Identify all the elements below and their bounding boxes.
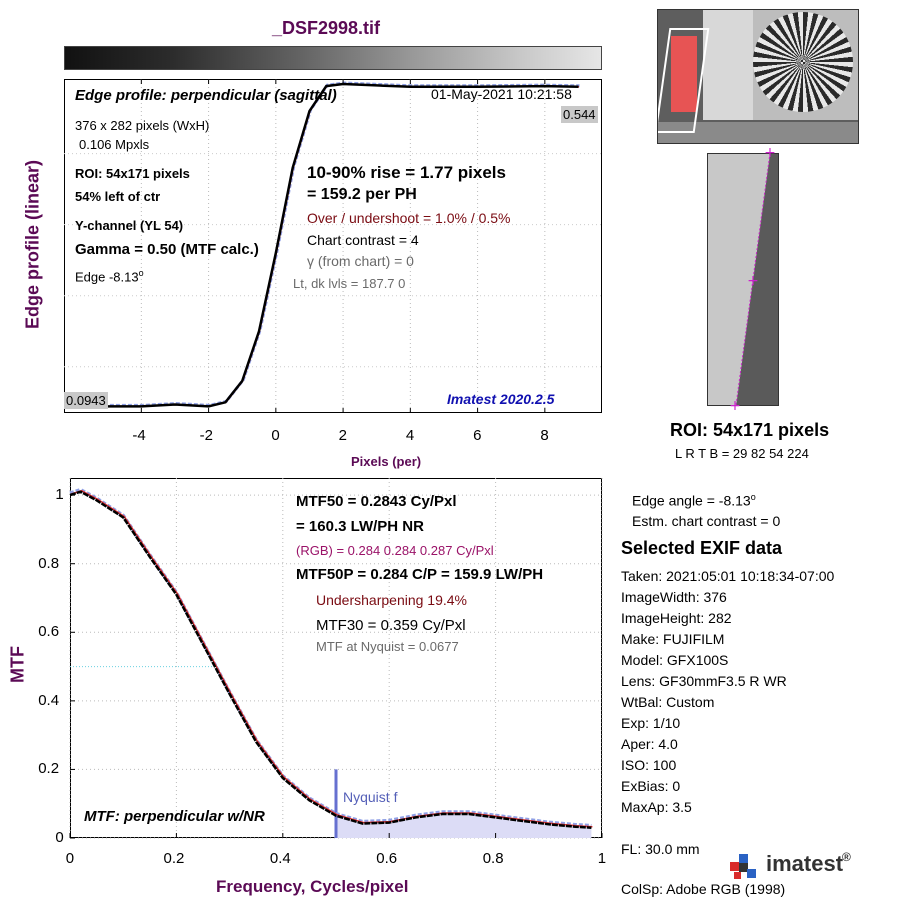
- roi-marker-mid: +: [747, 273, 759, 289]
- file-title: _DSF2998.tif: [272, 18, 381, 38]
- info-size: 376 x 282 pixels (WxH): [75, 118, 210, 133]
- undersharp-text: Undersharpening 19.4%: [316, 592, 467, 608]
- logo-text: imatest: [766, 851, 844, 876]
- per-ph-text: = 159.2 per PH: [307, 186, 417, 203]
- info-gamma: Gamma = 0.50 (MTF calc.): [75, 241, 259, 258]
- mtf-series-red: [70, 489, 593, 828]
- edge-xtick-label: -2: [199, 427, 213, 444]
- edge-xtick-label: -4: [132, 427, 146, 444]
- mtf-ytick-label: 0: [55, 829, 64, 846]
- mtf-xtick-label: 0.2: [163, 850, 185, 867]
- exif-row: WtBal: Custom: [621, 694, 715, 710]
- edge-xtick-label: 4: [405, 427, 415, 444]
- rise-text: 10-90% rise = 1.77 pixels: [307, 163, 506, 182]
- siemens-star: [753, 12, 853, 112]
- mtf-chart: [69, 478, 603, 839]
- mtf-ytick-label: 1: [55, 486, 64, 504]
- mtf50-text: MTF50 = 0.2843 Cy/Pxl: [296, 493, 457, 510]
- exif-row: ImageWidth: 376: [621, 589, 727, 605]
- mtf-series-line: [69, 490, 592, 829]
- exif-heading: Selected EXIF data: [621, 538, 783, 558]
- exif-row: Exp: 1/10: [621, 715, 681, 731]
- mtf-series-blue: [69, 487, 592, 828]
- info-roi: ROI: 54x171 pixels: [75, 166, 190, 181]
- roi-crop-image: [707, 153, 779, 406]
- edge-series-line: [90, 82, 579, 408]
- mtf-xtick-label: 1: [597, 850, 607, 867]
- edge-ylabel: Edge profile (linear): [22, 159, 43, 330]
- mtf-xtick-label: 0.6: [376, 850, 398, 867]
- rgb-text: (RGB) = 0.284 0.284 0.287 Cy/Pxl: [296, 543, 494, 558]
- roi-marker-bottom: +: [729, 398, 741, 414]
- logo-mark-icon: [730, 854, 756, 880]
- overshoot-text: Over / undershoot = 1.0% / 0.5%: [307, 210, 511, 226]
- exif-colsp: ColSp: Adobe RGB (1998): [621, 881, 786, 897]
- gamma-chart-text: γ (from chart) = 0: [307, 253, 414, 269]
- version-text: Imatest 2020.2.5: [447, 391, 555, 407]
- exif-row: Aper: 4.0: [621, 736, 678, 752]
- edge-bottom-level: 0.0943: [64, 392, 108, 409]
- mtf-ylabel: MTF: [7, 646, 28, 683]
- roi-coords: L R T B = 29 82 54 224: [675, 446, 809, 461]
- mtf50-lw-text: = 160.3 LW/PH NR: [296, 518, 424, 535]
- edge-timestamp: 01-May-2021 10:21:58: [431, 86, 572, 102]
- edge-heading: Edge profile: perpendicular (sagittal): [75, 87, 337, 104]
- edge-angle-text: Edge angle = -8.13o: [632, 492, 756, 509]
- roi-marker-top: +: [764, 145, 776, 161]
- mtf-xtick-label: 0.8: [482, 850, 504, 867]
- roi-size-label: ROI: 54x171 pixels: [670, 420, 830, 440]
- estm-contrast-text: Estm. chart contrast = 0: [632, 513, 781, 529]
- nyquist-mtf-text: MTF at Nyquist = 0.0677: [316, 639, 459, 654]
- edge-profile-plot: [64, 79, 602, 413]
- logo-mark: ®: [842, 850, 851, 864]
- roi-highlight: [671, 36, 697, 112]
- edge-xtick-label: 6: [473, 427, 482, 444]
- lt-dk-text: Lt, dk lvls = 187.7 0: [293, 276, 406, 291]
- exif-row: Lens: GF30mmF3.5 R WR: [621, 673, 787, 689]
- edge-xlabel: Pixels (per): [351, 454, 422, 469]
- mtf50p-text: MTF50P = 0.284 C/P = 159.9 LW/PH: [296, 566, 544, 583]
- exif-row: ISO: 100: [621, 757, 677, 773]
- chart-contrast-text: Chart contrast = 4: [307, 232, 419, 248]
- nyquist-label: Nyquist f: [343, 789, 398, 805]
- exif-row: Model: GFX100S: [621, 652, 729, 668]
- mtf-ytick-label: 0.2: [38, 760, 60, 778]
- mtf-xlabel: Frequency, Cycles/pixel: [216, 877, 409, 896]
- grayscale-strip: [64, 46, 602, 70]
- edge-xtick-label: 2: [338, 427, 347, 444]
- exif-fl: FL: 30.0 mm: [621, 841, 700, 857]
- imatest-logo: imatest ®: [728, 850, 858, 882]
- exif-row: Make: FUJIFILM: [621, 631, 725, 647]
- exif-row: MaxAp: 3.5: [621, 799, 692, 815]
- mtf-ytick-label: 0.4: [38, 691, 60, 709]
- edge-xtick-label: 8: [540, 427, 549, 444]
- chart-thumbnail: [657, 9, 859, 144]
- mtf30-text: MTF30 = 0.359 Cy/Pxl: [316, 617, 466, 634]
- mtf-ytick-label: 0.8: [38, 554, 60, 572]
- info-location: 54% left of ctr: [75, 189, 161, 204]
- mtf-ytick-label: 0.6: [38, 623, 60, 641]
- roi-markers: + + +: [729, 145, 776, 414]
- exif-row: Taken: 2021:05:01 10:18:34-07:00: [621, 568, 835, 584]
- mtf-xtick-label: 0: [65, 850, 75, 867]
- exif-row: ExBias: 0: [621, 778, 681, 794]
- exif-row: ImageHeight: 282: [621, 610, 732, 626]
- nyquist-shade: [336, 814, 592, 838]
- info-edge: Edge -8.13o: [75, 268, 144, 285]
- mtf-xtick-label: 0.4: [269, 850, 291, 867]
- info-mpxls: 0.106 Mpxls: [79, 137, 150, 152]
- mtf-title: MTF: perpendicular w/NR: [84, 808, 265, 825]
- info-channel: Y-channel (YL 54): [75, 218, 184, 233]
- edge-top-level: 0.544: [561, 106, 598, 123]
- edge-xtick-label: 0: [271, 427, 280, 444]
- edge-profile-chart: [64, 79, 602, 413]
